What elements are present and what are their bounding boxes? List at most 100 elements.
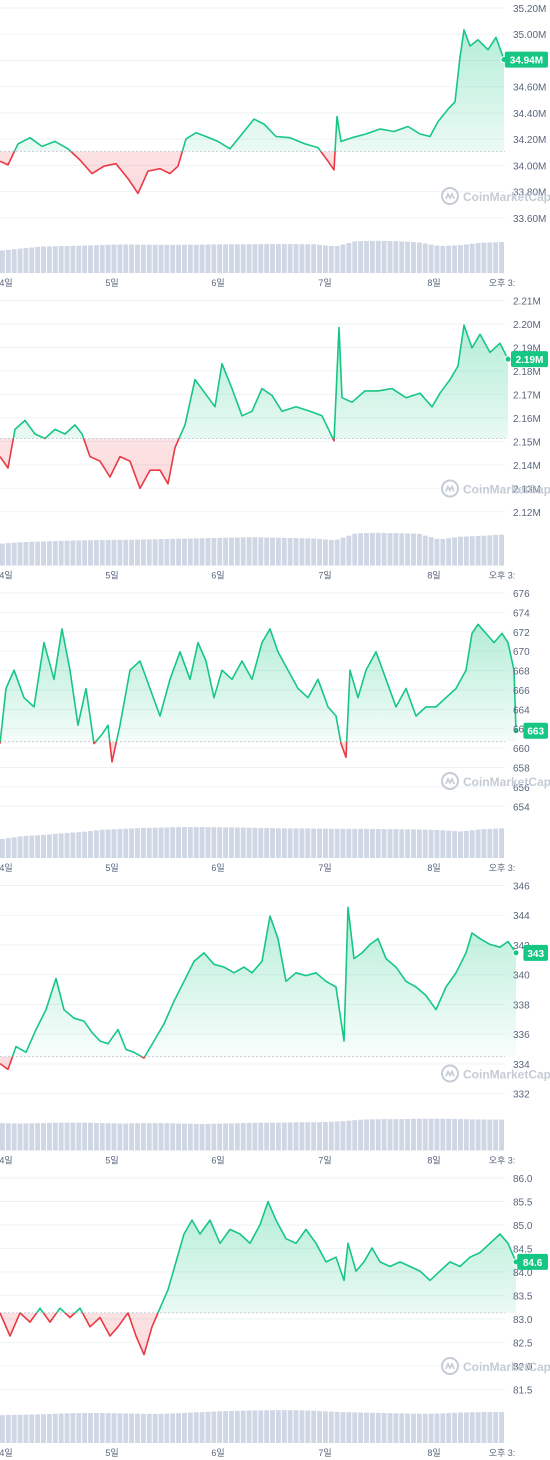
volume-bar: [164, 827, 170, 858]
volume-bar: [64, 1122, 70, 1151]
volume-bar: [11, 1123, 17, 1151]
volume-bar: [199, 827, 205, 858]
volume-bar: [82, 831, 88, 858]
volume-bar: [152, 827, 158, 858]
volume-bar: [35, 541, 41, 566]
volume-bar: [487, 535, 493, 566]
volume-bar: [299, 538, 305, 566]
volume-bar: [399, 1413, 405, 1443]
volume-bar: [381, 1119, 387, 1151]
volume-bar: [170, 244, 176, 273]
volume-bar: [416, 1118, 422, 1151]
volume-bar: [193, 538, 199, 566]
volume-bar: [182, 538, 187, 566]
volume-bar: [422, 1413, 428, 1443]
volume-bar: [287, 1122, 293, 1151]
coinmarketcap-watermark: CoinMarketCap: [441, 479, 550, 498]
volume-bar: [340, 1412, 346, 1443]
volume-bar: [258, 1410, 264, 1443]
y-tick-label: 676: [513, 589, 530, 600]
volume-bar: [275, 828, 281, 858]
volume-bar: [64, 245, 70, 273]
coinmarketcap-logo-icon: [441, 1064, 459, 1083]
chart-panel-1: 35.20M35.00M34.80M34.60M34.40M34.20M34.0…: [0, 4, 550, 288]
volume-bar: [311, 244, 317, 273]
volume-bar: [469, 830, 475, 858]
current-price-badge: [523, 944, 548, 961]
volume-bar: [117, 244, 123, 273]
volume-bar: [252, 537, 258, 566]
volume-bar: [176, 244, 182, 273]
volume-bar: [58, 1413, 64, 1443]
volume-bar: [223, 1123, 229, 1151]
volume-bar: [29, 247, 35, 273]
coinmarketcap-logo-mark: [445, 484, 455, 493]
volume-bar: [146, 827, 152, 858]
coinmarketcap-watermark: CoinMarketCap: [441, 1064, 550, 1083]
volume-bar: [170, 1123, 176, 1151]
volume-bar: [270, 537, 275, 566]
volume-bar: [322, 1122, 328, 1151]
volume-bar: [487, 1119, 493, 1151]
volume-bar: [11, 1414, 17, 1443]
y-tick-label: 85.5: [513, 1197, 533, 1208]
volume-bar: [88, 245, 93, 273]
volume-bar: [281, 1122, 287, 1151]
price-area-up: [0, 29, 504, 152]
volume-bar: [293, 244, 299, 273]
y-tick-label: 666: [513, 686, 530, 697]
volume-bar: [76, 1122, 82, 1151]
volume-bar: [322, 1411, 328, 1443]
volume-bar: [129, 244, 135, 273]
volume-bar: [452, 831, 458, 858]
y-tick-label: 656: [513, 783, 530, 794]
x-tick-label: 오후 3:: [489, 571, 516, 581]
volume-bar: [146, 1413, 152, 1443]
volume-bar: [205, 1411, 211, 1443]
volume-bar: [252, 1410, 258, 1443]
volume-bar: [311, 828, 317, 858]
volume-bar: [399, 241, 405, 273]
volume-bar: [264, 1122, 270, 1151]
volume-bar: [317, 1122, 322, 1151]
volume-bar: [193, 827, 199, 858]
watermark-text: CoinMarketCap: [463, 1068, 550, 1082]
current-price-badge: [523, 722, 548, 739]
volume-bar: [70, 245, 76, 273]
volume-bar: [170, 827, 176, 858]
volume-bar: [182, 827, 187, 858]
volume-bar: [375, 829, 381, 858]
volume-bar: [358, 1412, 364, 1443]
volume-bar: [35, 835, 41, 858]
x-tick-label: 6일: [211, 278, 224, 288]
volume-bar: [111, 1123, 117, 1151]
volume-bar: [299, 1410, 305, 1443]
volume-bar: [88, 1412, 93, 1443]
volume-bar: [129, 1123, 135, 1151]
volume-bar: [117, 539, 123, 566]
y-tick-label: 86.0: [513, 1174, 533, 1185]
x-tick-label: 7일: [318, 863, 331, 873]
volume-bar: [270, 244, 275, 273]
x-tick-label: 5일: [105, 863, 118, 873]
volume-bar: [493, 1119, 499, 1151]
volume-bar: [205, 244, 211, 273]
volume-bar: [364, 1412, 369, 1443]
volume-bar: [458, 536, 463, 566]
volume-bar: [322, 828, 328, 858]
volume-bar: [217, 244, 223, 273]
x-tick-label: 4일: [0, 278, 13, 288]
volume-bar: [463, 1119, 469, 1151]
volume-bar: [82, 1122, 88, 1151]
volume-bar: [416, 242, 422, 273]
volume-bar: [70, 1413, 76, 1443]
watermark-text: CoinMarketCap: [463, 1360, 550, 1374]
volume-bar: [23, 835, 29, 858]
volume-bar: [428, 1413, 434, 1443]
price-area-up: [36, 1201, 516, 1313]
volume-bar: [440, 245, 446, 273]
volume-bar: [305, 1122, 311, 1151]
volume-bar: [258, 244, 264, 273]
volume-bar: [281, 1410, 287, 1443]
